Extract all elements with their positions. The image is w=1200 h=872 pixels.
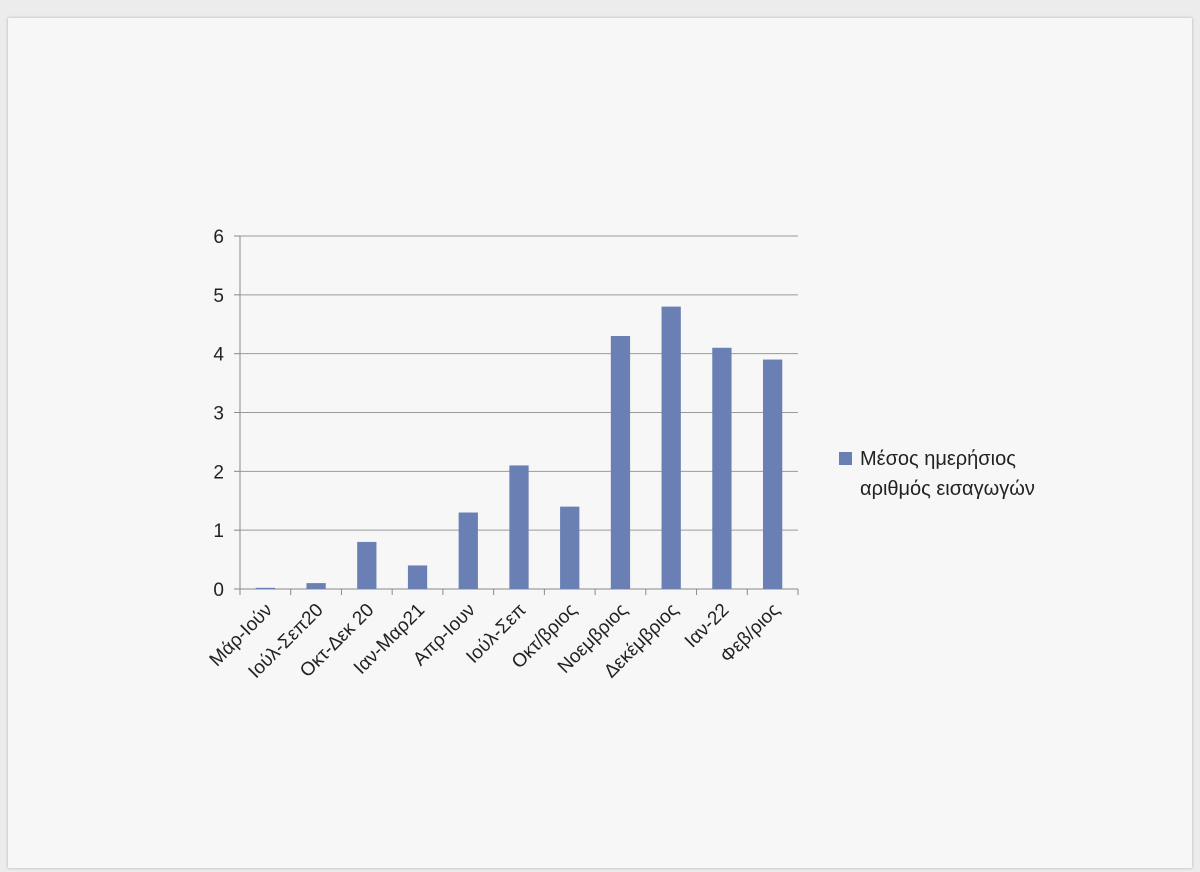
bar xyxy=(509,465,529,589)
bar xyxy=(560,506,580,589)
legend: Μέσος ημερήσιος αριθμός εισαγωγών xyxy=(839,448,1035,500)
y-tick-label: 2 xyxy=(213,462,224,483)
y-tick-label: 1 xyxy=(213,521,224,542)
y-tick-label: 0 xyxy=(213,580,224,601)
bar-series xyxy=(255,306,783,589)
paper-sheet: 0 1 2 3 4 5 6 Μάρ-Ιούν Ιούλ-Σεπ20 Οκτ-Δεκ 20 Ιαν-… xyxy=(8,18,1192,868)
bar xyxy=(255,587,276,589)
y-axis: 0 1 2 3 4 5 6 xyxy=(213,227,241,601)
bar xyxy=(357,541,377,589)
grid-lines xyxy=(240,235,798,531)
bar xyxy=(712,347,732,589)
legend-label: Μέσος ημερήσιος αριθμός εισαγωγών xyxy=(860,448,1035,500)
y-tick-label: 3 xyxy=(213,404,224,425)
y-tick-label: 5 xyxy=(213,286,224,307)
bar xyxy=(407,565,428,589)
y-tick-label: 4 xyxy=(213,345,224,366)
bar xyxy=(458,512,478,589)
legend-label-line: αριθμός εισαγωγών xyxy=(860,478,1035,500)
bar xyxy=(306,583,326,589)
legend-swatch xyxy=(839,452,852,465)
bar xyxy=(762,359,783,589)
bar xyxy=(610,336,631,589)
bar xyxy=(661,306,681,589)
y-tick-label: 6 xyxy=(213,227,224,248)
legend-label-line: Μέσος ημερήσιος xyxy=(860,448,1016,470)
